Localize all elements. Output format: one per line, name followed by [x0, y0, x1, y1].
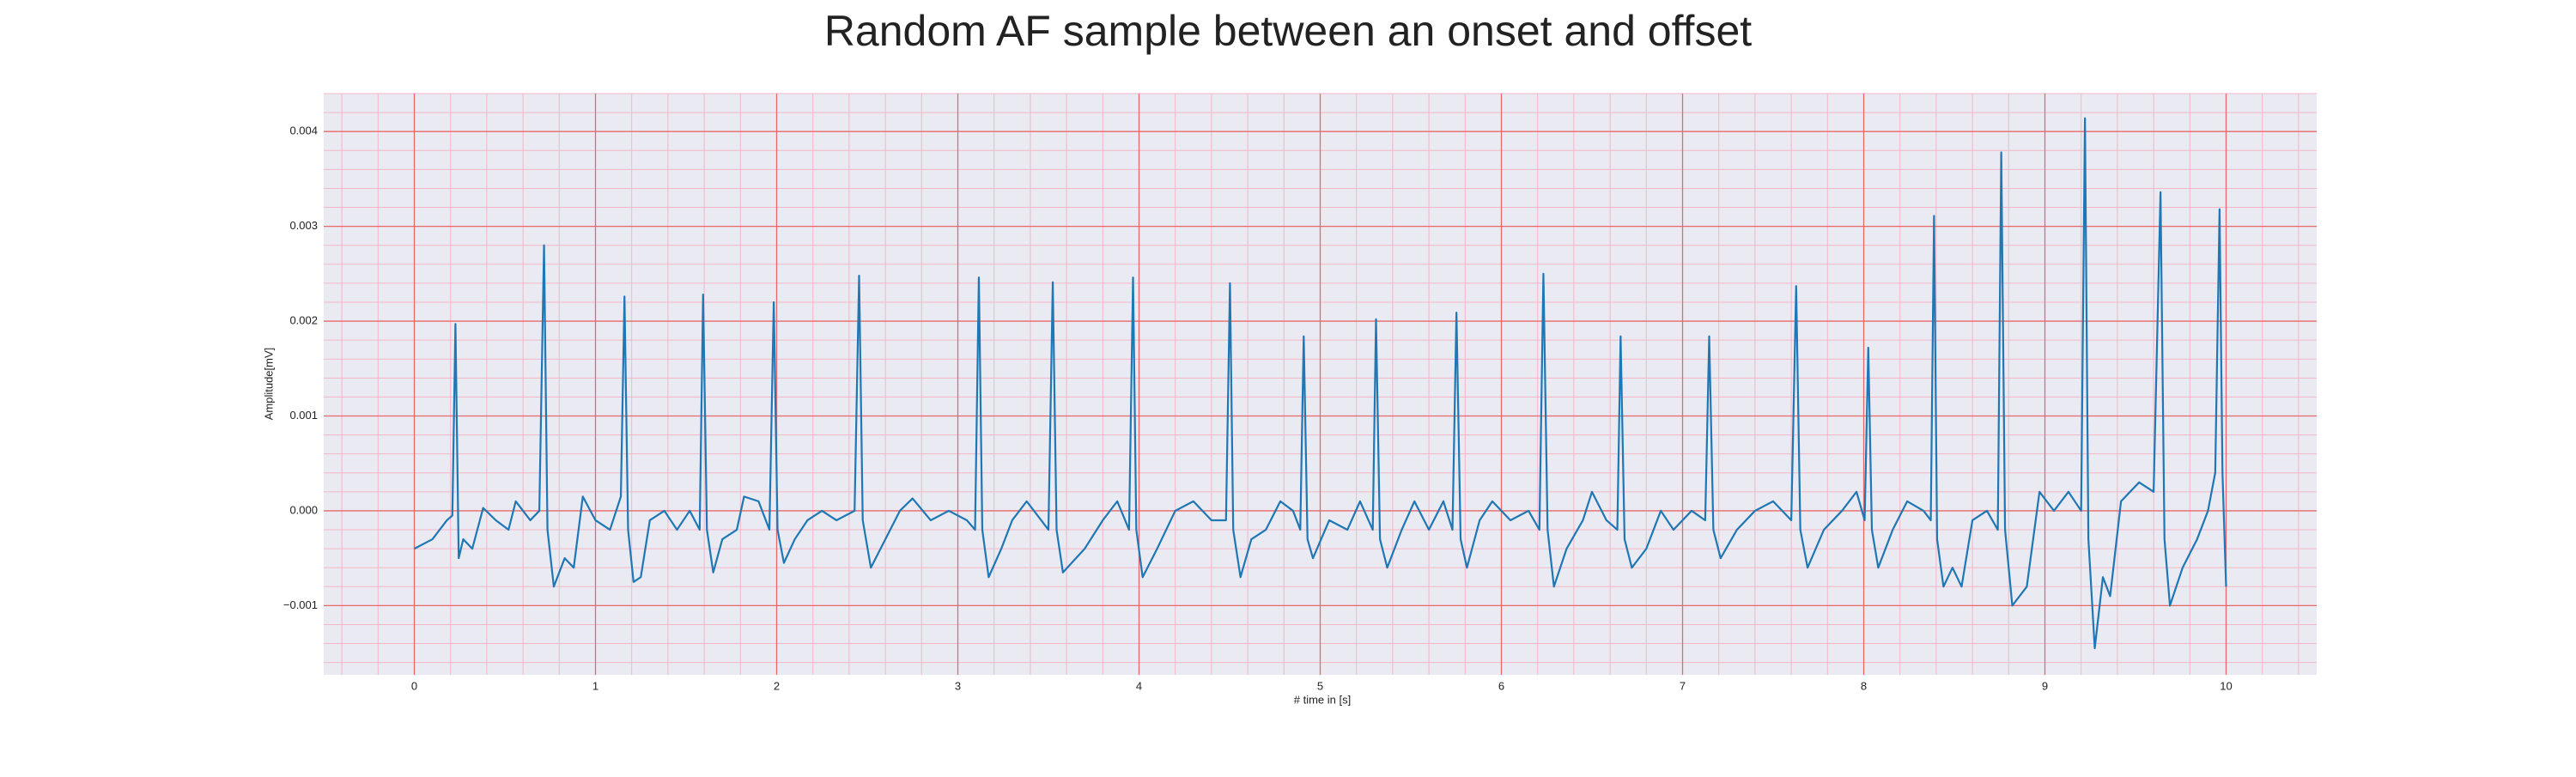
marks [413, 117, 2227, 650]
y-tick-label: 0.002 [289, 313, 318, 326]
major-grid [324, 94, 2317, 675]
y-tick-label: 0.003 [289, 219, 318, 232]
tick-labels: 0 1 2 3 4 5 6 7 8 9 10 −0.001 0.000 0.001 0.002 0.003 0.… [283, 124, 2233, 693]
y-tick-label: −0.001 [283, 598, 318, 611]
x-tick-label: 6 [1498, 679, 1504, 692]
y-tick-label: 0.004 [289, 124, 318, 137]
x-tick-label: 7 [1680, 679, 1686, 692]
y-tick-label: 0.000 [289, 503, 318, 516]
x-tick-label: 2 [774, 679, 780, 692]
x-axis-label: # time in [s] [1294, 693, 1351, 706]
x-tick-label: 5 [1317, 679, 1323, 692]
x-tick-label: 4 [1136, 679, 1142, 692]
x-tick-label: 3 [955, 679, 961, 692]
x-tick-label: 0 [411, 679, 417, 692]
y-axis-label: Amplitude[mV] [262, 348, 275, 421]
x-tick-label: 10 [2220, 679, 2232, 692]
ecg-line [413, 117, 2227, 650]
chart-title: Random AF sample between an onset and of… [824, 7, 1752, 55]
x-tick-label: 8 [1861, 679, 1867, 692]
y-tick-label: 0.001 [289, 409, 318, 422]
x-tick-label: 9 [2042, 679, 2048, 692]
x-tick-label: 1 [592, 679, 598, 692]
